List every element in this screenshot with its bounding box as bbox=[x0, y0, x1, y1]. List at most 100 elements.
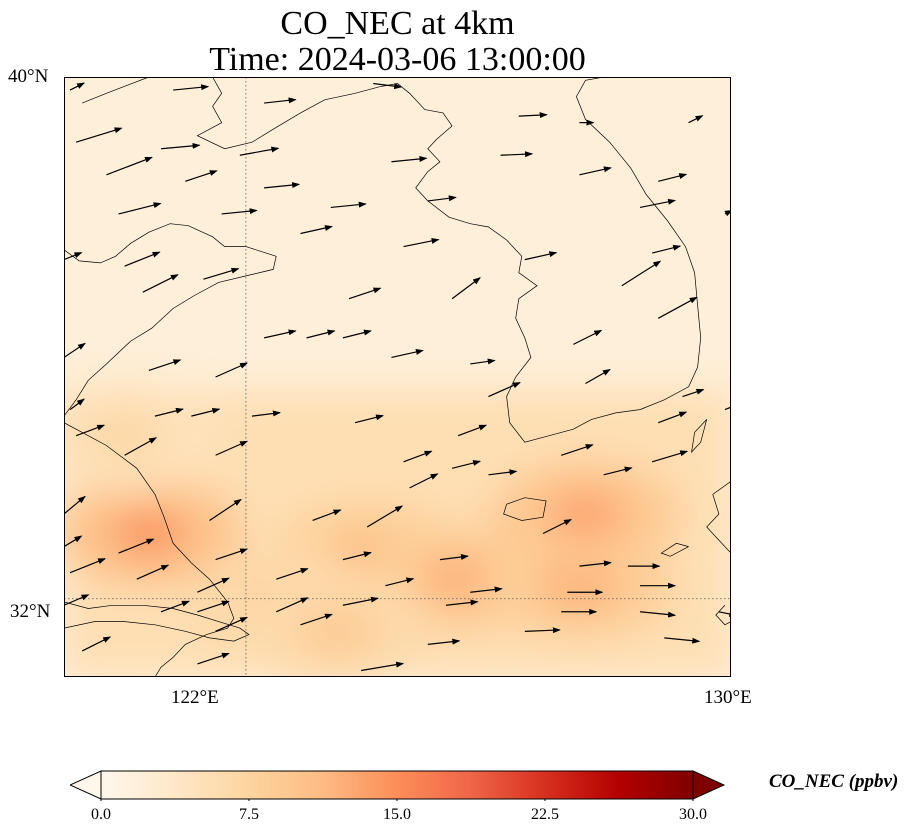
wind-arrow bbox=[451, 460, 482, 469]
colorbar-gradient bbox=[100, 770, 694, 800]
title-line-1: CO_NEC at 4km bbox=[280, 5, 515, 42]
wind-arrow bbox=[160, 600, 190, 613]
wind-arrow bbox=[457, 424, 488, 437]
lat-tick-label: 40°N bbox=[8, 66, 49, 87]
colorbar-extend-max bbox=[692, 770, 726, 800]
lon-tick-label: 122°E bbox=[171, 687, 219, 708]
wind-arrow bbox=[688, 115, 704, 124]
wind-arrow bbox=[354, 414, 385, 424]
wind-arrow bbox=[69, 558, 106, 574]
wind-arrow bbox=[239, 146, 280, 156]
wind-arrow bbox=[160, 142, 201, 150]
wind-arrow bbox=[154, 407, 184, 417]
wind-arrow bbox=[264, 182, 301, 189]
title-line-2: Time: 2024-03-06 13:00:00 bbox=[209, 41, 586, 78]
wind-arrow bbox=[561, 444, 594, 456]
wind-arrow bbox=[439, 554, 469, 561]
map-panel bbox=[64, 77, 731, 677]
wind-arrow bbox=[300, 225, 333, 235]
colorbar-tick-label: 30.0 bbox=[679, 806, 707, 823]
colorbar-extend-min bbox=[70, 770, 102, 800]
coastline bbox=[64, 601, 250, 642]
wind-arrow bbox=[427, 195, 457, 202]
wind-arrow bbox=[366, 505, 404, 528]
wind-arrow bbox=[658, 173, 688, 182]
wind-arrow bbox=[215, 616, 249, 632]
wind-arrow bbox=[579, 560, 612, 567]
coastline bbox=[706, 481, 731, 554]
wind-arrow bbox=[64, 342, 86, 358]
wind-arrow bbox=[197, 652, 230, 665]
colorbar-tick-marks bbox=[100, 799, 694, 801]
colorbar bbox=[70, 770, 726, 801]
wind-arrow bbox=[136, 564, 170, 580]
wind-arrow bbox=[621, 260, 662, 287]
concentration-hotspot-core bbox=[108, 509, 189, 558]
wind-arrow bbox=[724, 406, 731, 411]
coastline bbox=[503, 497, 547, 521]
wind-arrow bbox=[251, 410, 281, 417]
wind-arrow bbox=[118, 202, 162, 215]
wind-arrow bbox=[409, 473, 439, 489]
colorbar-tick-label: 15.0 bbox=[383, 806, 411, 823]
wind-arrow bbox=[342, 551, 372, 561]
colorbar-tick-label: 0.0 bbox=[91, 806, 111, 823]
wind-arrow bbox=[215, 548, 249, 561]
wind-arrow bbox=[64, 535, 83, 548]
wind-arrow bbox=[579, 166, 612, 176]
wind-arrow bbox=[215, 362, 249, 378]
wind-arrow bbox=[203, 267, 240, 280]
coastline bbox=[64, 223, 277, 417]
wind-arrow bbox=[373, 82, 403, 90]
coastline bbox=[64, 422, 235, 677]
concentration-field bbox=[64, 380, 731, 677]
gridlines bbox=[64, 77, 731, 677]
wind-arrow bbox=[106, 156, 153, 176]
wind-arrow bbox=[542, 518, 572, 535]
wind-arrow bbox=[263, 329, 297, 339]
wind-arrow bbox=[197, 600, 230, 613]
wind-arrow bbox=[342, 596, 379, 606]
wind-arrow bbox=[142, 274, 179, 293]
wind-arrow bbox=[191, 407, 221, 417]
wind-arrow bbox=[124, 251, 161, 267]
wind-arrow bbox=[573, 329, 603, 345]
wind-arrow bbox=[500, 151, 534, 158]
wind-arrow bbox=[118, 538, 155, 554]
wind-arrow bbox=[306, 329, 336, 339]
wind-arrow bbox=[275, 597, 309, 613]
wind-arrow bbox=[64, 252, 83, 261]
concentration-hotspot-core bbox=[539, 561, 620, 610]
concentration-hotspot-core bbox=[545, 489, 626, 538]
wind-arrow bbox=[488, 382, 521, 398]
wind-arrow bbox=[639, 611, 677, 618]
wind-arrow bbox=[348, 287, 382, 300]
wind-vectors bbox=[64, 82, 731, 672]
wind-arrow bbox=[524, 627, 561, 634]
wind-arrow bbox=[276, 568, 309, 580]
map-border bbox=[64, 77, 731, 677]
lat-tick-label: 32°N bbox=[10, 601, 51, 622]
wind-arrow bbox=[391, 349, 424, 359]
wind-arrow bbox=[639, 198, 677, 209]
wind-arrow bbox=[75, 424, 106, 437]
wind-arrow bbox=[197, 577, 230, 593]
wind-arrow bbox=[652, 450, 689, 463]
wind-arrow bbox=[391, 155, 428, 163]
wind-arrow bbox=[264, 97, 297, 104]
colorbar-tick-label: 22.5 bbox=[531, 806, 559, 823]
wind-arrow bbox=[69, 82, 85, 91]
wind-arrow bbox=[427, 638, 461, 645]
wind-arrow bbox=[718, 610, 731, 617]
wind-arrow bbox=[215, 440, 249, 456]
wind-arrow bbox=[403, 237, 440, 248]
wind-arrow bbox=[342, 329, 372, 339]
wind-arrow bbox=[385, 577, 415, 587]
concentration-hotspot-core bbox=[296, 607, 377, 656]
wind-arrow bbox=[124, 437, 158, 456]
coastline bbox=[196, 77, 702, 443]
wind-arrow bbox=[300, 613, 333, 626]
wind-arrow bbox=[470, 358, 496, 365]
wind-arrow bbox=[585, 369, 611, 385]
colorbar-label: CO_NEC (ppbv) bbox=[769, 771, 899, 792]
